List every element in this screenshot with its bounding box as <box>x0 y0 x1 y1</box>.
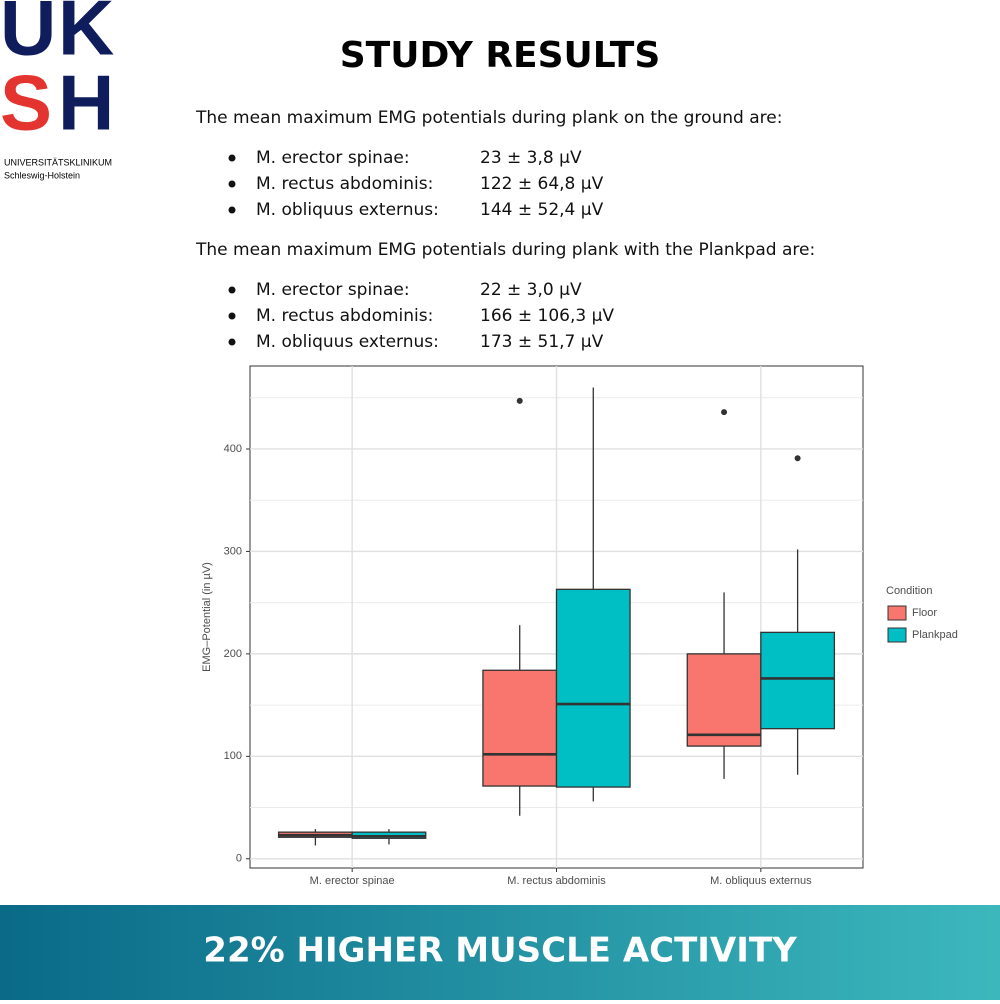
intro-text: The mean maximum EMG potentials during p… <box>195 240 815 260</box>
muscle-value: 122 ± 64,8 µV <box>480 174 604 194</box>
bullet <box>228 312 236 320</box>
muscle-name: M. rectus abdominis: <box>256 174 433 194</box>
legend-label: Plankpad <box>912 629 958 641</box>
x-tick-label: M. rectus abdominis <box>507 875 606 887</box>
muscle-name: M. erector spinae: <box>256 280 410 300</box>
logo-text: UNIVERSITÄTSKLINIKUM <box>4 157 112 167</box>
chart: 0 100 200 300 400 EMG–Potential (in µV) M. ere… <box>201 366 958 887</box>
logo-letter: H <box>58 59 114 147</box>
muscle-name: M. rectus abdominis: <box>256 306 433 326</box>
muscle-name: M. obliquus externus: <box>256 332 439 352</box>
title: STUDY RESULTS <box>340 35 661 76</box>
bullet <box>228 206 236 214</box>
logo-text: Schleswig-Holstein <box>4 170 80 180</box>
y-tick-label: 300 <box>224 545 242 557</box>
muscle-value: 166 ± 106,3 µV <box>480 306 614 326</box>
muscle-value: 173 ± 51,7 µV <box>480 332 604 352</box>
y-tick-label: 100 <box>224 750 242 762</box>
muscle-name: M. erector spinae: <box>256 148 410 168</box>
intro-text: The mean maximum EMG potentials during p… <box>195 108 782 128</box>
bullet <box>228 286 236 294</box>
x-tick-label: M. erector spinae <box>310 875 395 887</box>
y-tick-label: 400 <box>224 443 242 455</box>
muscle-value: 23 ± 3,8 µV <box>480 148 582 168</box>
box <box>686 653 762 747</box>
banner-text: 22% HIGHER MUSCLE ACTIVITY <box>203 931 797 971</box>
y-tick-label: 200 <box>224 648 242 660</box>
box <box>482 669 558 787</box>
legend-title: Condition <box>886 585 932 597</box>
logo-letter: K <box>58 0 114 72</box>
bullet <box>228 338 236 346</box>
outlier <box>794 455 801 462</box>
outlier <box>516 397 523 404</box>
muscle-value: 144 ± 52,4 µV <box>480 200 604 220</box>
legend-key <box>887 605 907 621</box>
muscle-value: 22 ± 3,0 µV <box>480 280 582 300</box>
y-tick-label: 0 <box>236 853 242 865</box>
outlier <box>721 409 728 416</box>
banner <box>0 905 1000 1000</box>
box <box>760 631 836 730</box>
logo-letter: S <box>0 59 52 147</box>
bullet <box>228 154 236 162</box>
logo-letter: U <box>0 0 56 72</box>
muscle-name: M. obliquus externus: <box>256 200 439 220</box>
legend-label: Floor <box>912 607 937 619</box>
y-axis-label: EMG–Potential (in µV) <box>201 562 213 672</box>
x-tick-label: M. obliquus externus <box>710 875 812 887</box>
legend-key <box>887 627 907 643</box>
bullet <box>228 180 236 188</box>
box <box>555 588 631 788</box>
